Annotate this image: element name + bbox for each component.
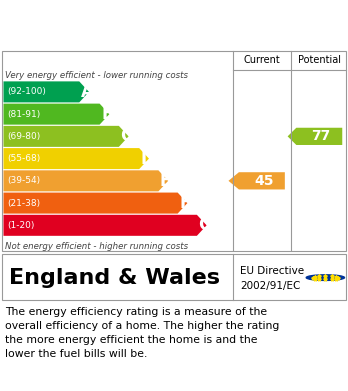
Text: A: A [81, 83, 94, 101]
Text: B: B [101, 105, 114, 123]
Text: Energy Efficiency Rating: Energy Efficiency Rating [10, 18, 239, 36]
Text: C: C [120, 127, 133, 145]
Text: (1-20): (1-20) [8, 221, 35, 230]
Polygon shape [3, 215, 207, 236]
Text: (21-38): (21-38) [8, 199, 41, 208]
Text: E: E [160, 172, 171, 190]
Text: Potential: Potential [298, 55, 341, 65]
Text: 2002/91/EC: 2002/91/EC [240, 281, 300, 291]
Text: G: G [198, 216, 212, 234]
Text: (55-68): (55-68) [8, 154, 41, 163]
Text: Very energy efficient - lower running costs: Very energy efficient - lower running co… [5, 71, 188, 80]
Polygon shape [3, 104, 109, 125]
Polygon shape [287, 128, 342, 145]
Polygon shape [228, 172, 285, 190]
Polygon shape [3, 81, 89, 102]
Polygon shape [3, 170, 168, 191]
Text: England & Wales: England & Wales [9, 267, 220, 288]
Text: The energy efficiency rating is a measure of the
overall efficiency of a home. T: The energy efficiency rating is a measur… [5, 307, 279, 359]
Circle shape [306, 275, 345, 280]
Text: EU Directive: EU Directive [240, 266, 304, 276]
Text: 77: 77 [311, 129, 330, 143]
Text: Not energy efficient - higher running costs: Not energy efficient - higher running co… [5, 242, 188, 251]
Text: (39-54): (39-54) [8, 176, 41, 185]
Text: F: F [179, 194, 190, 212]
Text: D: D [141, 150, 155, 168]
Text: (92-100): (92-100) [8, 88, 47, 97]
Text: Current: Current [244, 55, 280, 65]
Text: 45: 45 [254, 174, 274, 188]
Text: (81-91): (81-91) [8, 109, 41, 118]
Polygon shape [3, 192, 188, 213]
Polygon shape [3, 126, 129, 147]
Polygon shape [3, 148, 149, 169]
Text: (69-80): (69-80) [8, 132, 41, 141]
